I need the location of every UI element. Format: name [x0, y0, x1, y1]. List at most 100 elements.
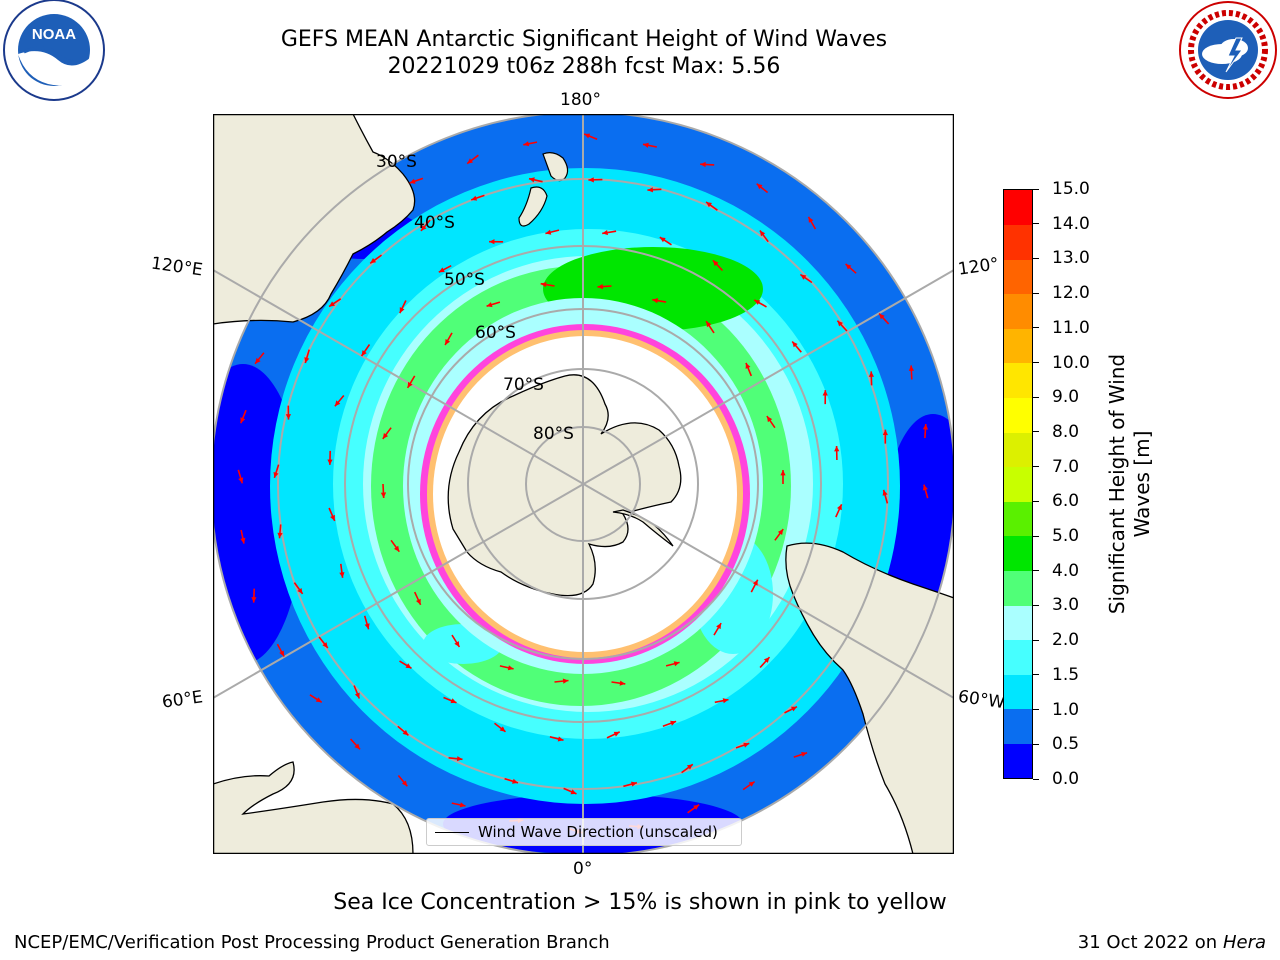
- wind-arrow-head: [834, 446, 840, 452]
- wind-arrow-head: [405, 663, 412, 669]
- wind-arrow-head: [364, 623, 370, 630]
- wind-arrow-head: [792, 341, 798, 348]
- wind-arrow-head: [409, 178, 416, 184]
- lon-label-180: 180°: [560, 90, 601, 110]
- wind-arrow-head: [499, 726, 506, 732]
- lon-label-60w: 60°W: [956, 686, 1007, 714]
- wind-arrow-head: [588, 177, 594, 183]
- colorbar-tick-label: 1.5: [1052, 664, 1080, 685]
- wind-arrow-head: [279, 650, 285, 657]
- chart-subtitle: 20221029 t06z 288h fcst Max: 5.56: [387, 54, 781, 79]
- wind-arrow-head: [780, 470, 786, 476]
- wind-arrow-head: [652, 298, 659, 304]
- wind-arrow-head: [507, 665, 514, 671]
- wind-arrow-head: [822, 390, 828, 396]
- wind-arrow-head: [686, 764, 693, 770]
- colorbar-tick-mark: [1033, 257, 1039, 259]
- wind-arrow-head: [421, 225, 427, 231]
- wind-arrow-head: [540, 282, 547, 288]
- colorbar-tick-label: 13.0: [1052, 248, 1090, 269]
- colorbar-tick-mark: [1033, 535, 1039, 537]
- colorbar-tick-mark: [1033, 570, 1039, 572]
- wind-arrow-head: [523, 141, 530, 147]
- wind-arrow-head: [868, 371, 874, 377]
- chart-title: GEFS MEAN Antarctic Significant Height o…: [280, 27, 888, 52]
- wind-arrow-head: [529, 177, 535, 183]
- colorbar-segment: [1004, 190, 1032, 226]
- colorbar-segment: [1004, 605, 1032, 641]
- colorbar-segment: [1004, 708, 1032, 744]
- wind-arrow-head: [693, 804, 700, 810]
- lat-label-50s: 50°S: [444, 270, 485, 290]
- colorbar-tick-mark: [1033, 604, 1039, 606]
- colorbar-tick-mark: [1033, 466, 1039, 468]
- wind-arrow-head: [450, 698, 457, 704]
- wind-arrow-head: [354, 692, 360, 699]
- wind-arrow-head: [791, 706, 797, 712]
- wind-arrow-head: [402, 729, 409, 736]
- colorbar-segment: [1004, 535, 1032, 571]
- wind-arrow-head: [706, 321, 712, 328]
- wind-arrow-head: [467, 158, 473, 164]
- wind-arrow-head: [754, 300, 761, 305]
- colorbar-tick-label: 1.0: [1052, 699, 1080, 720]
- wind-arrow-head: [808, 216, 814, 223]
- wind-arrow-head: [407, 381, 413, 388]
- colorbar-segment: [1004, 397, 1032, 433]
- antarctica-landmass: [447, 374, 682, 597]
- machine-name: Hera: [1222, 932, 1266, 953]
- wind-arrow-head: [673, 661, 680, 667]
- colorbar-segment: [1004, 259, 1032, 295]
- wind-arrow-head: [382, 433, 389, 439]
- wind-arrow-head: [545, 229, 552, 235]
- wind-arrow-head: [562, 678, 569, 684]
- wind-arrow-head: [339, 572, 345, 578]
- wind-arrow-head: [238, 477, 244, 484]
- colorbar-tick-label: 0.0: [1052, 769, 1080, 789]
- wind-arrow-head: [647, 187, 653, 193]
- wind-arrow-head: [716, 623, 722, 630]
- wind-arrow-head: [456, 756, 463, 762]
- wind-arrow-head: [752, 579, 758, 586]
- wind-arrow-head: [454, 641, 460, 647]
- wind-arrow-head: [240, 417, 246, 424]
- colorbar-segment: [1004, 466, 1032, 502]
- colorbar-segment: [1004, 362, 1032, 399]
- wind-arrow-head: [613, 731, 620, 737]
- wind-arrow-head: [557, 736, 564, 742]
- graticule: [213, 114, 954, 854]
- wind-arrow-head: [329, 301, 335, 307]
- colorbar-segment: [1004, 328, 1032, 364]
- wind-arrow-head: [297, 588, 303, 594]
- colorbar-tick-label: 5.0: [1052, 526, 1080, 547]
- colorbar-segment: [1004, 293, 1032, 329]
- wind-arrow-head: [712, 260, 719, 267]
- colorbar-segment: [1004, 743, 1032, 779]
- wind-arrow-head: [759, 230, 766, 237]
- map-legend: Wind Wave Direction (unscaled): [426, 818, 742, 846]
- colorbar-tick-label: 2.0: [1052, 630, 1080, 651]
- colorbar-segment: [1004, 674, 1032, 710]
- colorbar-tick-mark: [1033, 327, 1039, 329]
- colorbar-segment: [1004, 501, 1032, 537]
- colorbar-segment: [1004, 224, 1032, 260]
- wind-arrow-head: [304, 357, 310, 363]
- sea-ice-note: Sea Ice Concentration > 15% is shown in …: [333, 890, 947, 915]
- colorbar-tick-mark: [1033, 778, 1039, 780]
- noaa-wordmark: NOAA: [32, 26, 76, 43]
- wind-arrow-head: [285, 414, 291, 420]
- wind-arrows: [237, 133, 929, 834]
- lon-label-0: 0°: [573, 859, 593, 879]
- colorbar: [1003, 189, 1033, 779]
- wind-arrow-head: [584, 133, 591, 139]
- polar-map-canvas: [211, 113, 955, 855]
- wind-arrow-head: [471, 195, 478, 201]
- colorbar-tick-label: 10.0: [1052, 352, 1090, 373]
- legend-label: Wind Wave Direction (unscaled): [478, 823, 718, 841]
- wind-arrow-head: [801, 752, 808, 757]
- wind-arrow-head: [670, 720, 677, 726]
- colorbar-tick-mark: [1033, 500, 1039, 502]
- wind-arrow-head: [277, 532, 283, 539]
- colorbar-tick-mark: [1033, 709, 1039, 711]
- wind-arrow-head: [486, 302, 493, 308]
